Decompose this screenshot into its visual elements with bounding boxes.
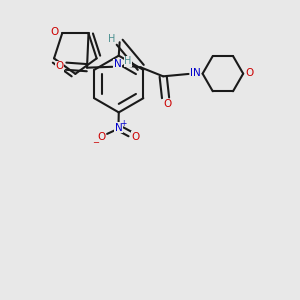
Text: O: O [246, 68, 254, 78]
Text: O: O [131, 132, 140, 142]
Text: N: N [115, 123, 122, 133]
Text: O: O [163, 99, 171, 110]
Text: N: N [114, 59, 122, 69]
Text: H: H [124, 56, 132, 66]
Text: O: O [51, 27, 59, 38]
Text: N: N [190, 68, 198, 78]
Text: H: H [108, 34, 115, 44]
Text: O: O [97, 132, 106, 142]
Text: O: O [55, 61, 63, 71]
Text: −: − [92, 138, 99, 147]
Text: +: + [120, 119, 126, 128]
Text: N: N [193, 68, 200, 78]
